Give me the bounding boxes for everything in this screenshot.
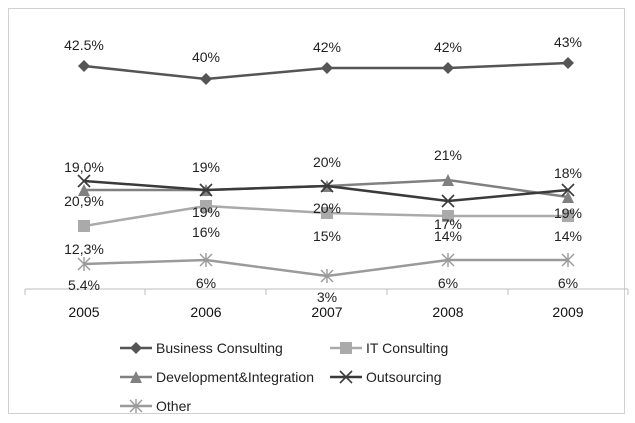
data-point-other: [561, 253, 575, 267]
data-point-it-consulting: [442, 210, 454, 222]
legend-marker-development-integration: [130, 371, 142, 383]
legend-label-outsourcing: Outsourcing: [366, 369, 441, 385]
data-label-business-consulting: 40%: [192, 49, 220, 65]
legend-marker-other: [129, 399, 143, 413]
data-point-it-consulting: [78, 220, 90, 232]
data-point-it-consulting: [321, 207, 333, 219]
legend-label-business-consulting: Business Consulting: [156, 340, 283, 356]
data-point-business-consulting: [562, 57, 574, 69]
data-label-outsourcing: 20,9%: [64, 193, 104, 209]
data-label-other: 3%: [317, 289, 337, 305]
data-label-development-integration: 21%: [434, 147, 462, 163]
data-point-it-consulting: [200, 200, 212, 212]
data-point-it-consulting: [562, 210, 574, 222]
chart-frame: [8, 8, 625, 414]
data-label-it-consulting: 16%: [192, 224, 220, 240]
data-label-development-integration: 18%: [554, 165, 582, 181]
data-point-other: [77, 257, 91, 271]
data-point-other: [320, 269, 334, 283]
x-tick-label: 2005: [68, 304, 99, 320]
x-tick-label: 2009: [552, 304, 583, 320]
data-label-business-consulting: 42.5%: [64, 37, 104, 53]
data-point-outsourcing: [561, 183, 575, 197]
data-label-development-integration: 19,0%: [64, 159, 104, 175]
data-label-outsourcing: 19%: [192, 204, 220, 220]
data-point-development-integration: [78, 184, 90, 196]
data-point-outsourcing: [441, 194, 455, 208]
legend-marker-outsourcing: [339, 370, 353, 384]
data-point-development-integration: [442, 174, 454, 186]
data-label-outsourcing: 20%: [313, 200, 341, 216]
data-point-business-consulting: [321, 62, 333, 74]
data-point-other: [199, 253, 213, 267]
data-point-business-consulting: [200, 73, 212, 85]
legend-label-development-integration: Development&Integration: [156, 369, 314, 385]
x-tick-label: 2007: [311, 304, 342, 320]
data-label-other: 6%: [196, 275, 216, 291]
data-label-development-integration: 19%: [192, 159, 220, 175]
data-label-it-consulting: 14%: [434, 228, 462, 244]
x-tick-label: 2008: [432, 304, 463, 320]
x-tick-label: 2006: [190, 304, 221, 320]
data-label-other: 6%: [438, 275, 458, 291]
legend-marker-business-consulting: [130, 342, 142, 354]
data-point-outsourcing: [77, 174, 91, 188]
series-line-other: [83, 258, 568, 278]
legend-marker-it-consulting: [340, 342, 352, 354]
data-label-outsourcing: 19%: [554, 205, 582, 221]
data-label-it-consulting: 12,3%: [64, 241, 104, 257]
data-point-business-consulting: [442, 62, 454, 74]
data-label-business-consulting: 42%: [434, 39, 462, 55]
legend-label-other: Other: [156, 398, 191, 414]
data-label-it-consulting: 14%: [554, 228, 582, 244]
data-label-business-consulting: 43%: [554, 34, 582, 50]
legend-label-it-consulting: IT Consulting: [366, 340, 448, 356]
data-label-outsourcing: 17%: [434, 216, 462, 232]
data-label-development-integration: 20%: [313, 154, 341, 170]
data-label-it-consulting: 15%: [313, 228, 341, 244]
data-point-other: [441, 253, 455, 267]
data-point-business-consulting: [78, 60, 90, 72]
data-label-business-consulting: 42%: [313, 39, 341, 55]
data-point-development-integration: [562, 191, 574, 203]
data-point-outsourcing: [320, 179, 334, 193]
data-label-other: 6%: [558, 275, 578, 291]
data-label-other: 5.4%: [68, 277, 100, 293]
data-point-outsourcing: [199, 183, 213, 197]
